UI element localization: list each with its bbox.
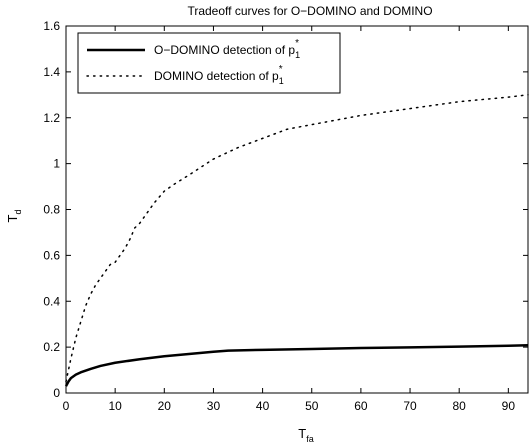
legend-label-domino: DOMINO detection of p1* — [154, 64, 284, 86]
y-tick-label: 0.2 — [43, 340, 60, 354]
y-tick-label: 0 — [53, 386, 60, 400]
y-tick-label: 0.8 — [43, 203, 60, 217]
x-tick-label: 10 — [108, 399, 122, 413]
legend-label-domino-text: DOMINO detection of p — [154, 69, 279, 83]
x-axis-label-sub: fa — [306, 434, 314, 444]
y-tick-label: 1 — [53, 157, 60, 171]
y-axis-ticks: 0 0.2 0.4 0.6 0.8 1 1.2 1.4 1.6 — [43, 19, 528, 400]
legend-label-o-domino: O−DOMINO detection of p1* — [154, 38, 300, 60]
y-tick-label: 0.6 — [43, 248, 60, 262]
chart-title: Tradeoff curves for O−DOMINO and DOMINO — [187, 4, 432, 18]
y-tick-label: 1.6 — [43, 19, 60, 33]
y-tick-label: 0.4 — [43, 294, 60, 308]
x-tick-label: 70 — [403, 399, 417, 413]
series-layer — [64, 94, 529, 387]
x-axis-label: Tfa — [298, 426, 313, 444]
legend-label-domino-sup: * — [279, 64, 283, 75]
x-axis-label-main: T — [298, 426, 306, 441]
x-tick-label: 60 — [354, 399, 368, 413]
series-line-domino — [65, 94, 529, 383]
x-tick-label: 50 — [305, 399, 319, 413]
legend-label-o-domino-sup: * — [295, 38, 299, 49]
legend: O−DOMINO detection of p1* DOMINO detecti… — [77, 32, 341, 94]
x-tick-label: 80 — [453, 399, 467, 413]
y-axis-label-sub: d — [13, 210, 23, 215]
legend-label-o-domino-sub: 1 — [295, 50, 300, 60]
y-axis-label-main: T — [5, 214, 20, 222]
x-axis-ticks: 0 10 20 30 40 50 60 70 80 90 — [63, 26, 516, 413]
y-tick-label: 1.2 — [43, 111, 60, 125]
x-tick-label: 0 — [63, 399, 70, 413]
y-tick-label: 1.4 — [43, 65, 60, 79]
legend-box — [77, 32, 341, 94]
x-tick-label: 30 — [207, 399, 221, 413]
x-tick-label: 40 — [256, 399, 270, 413]
legend-label-o-domino-text: O−DOMINO detection of p — [154, 43, 295, 57]
series-line-o-domino — [64, 344, 529, 387]
legend-label-domino-sub: 1 — [279, 76, 284, 86]
x-tick-label: 90 — [502, 399, 516, 413]
x-tick-label: 20 — [158, 399, 172, 413]
y-axis-label: Td — [5, 210, 23, 223]
